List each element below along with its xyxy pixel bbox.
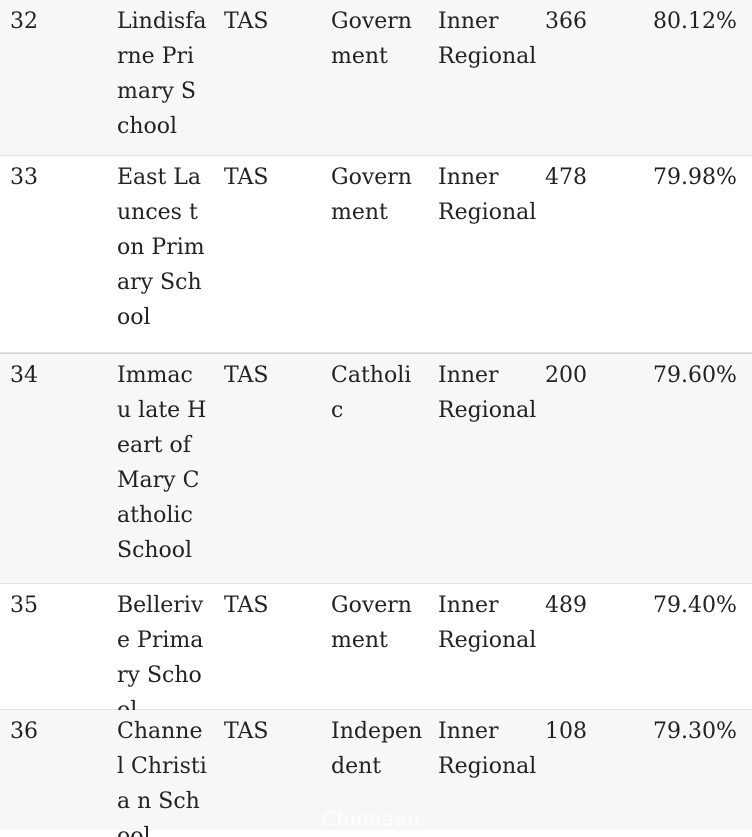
sector-cell: Govern ment <box>331 165 412 225</box>
enrolments-cell: 478 <box>545 165 587 190</box>
state-cell: TAS <box>224 593 269 618</box>
enrolments-cell: 366 <box>545 9 587 34</box>
state-cell: TAS <box>224 9 269 34</box>
rank-cell: 35 <box>10 593 38 618</box>
table-row: 34 Immacu late Heart of Mary Catholic Sc… <box>0 353 752 584</box>
rank-cell: 32 <box>10 9 38 34</box>
location-cell: Inner Regional <box>438 593 537 653</box>
sector-cell: Govern ment <box>331 593 412 653</box>
location-cell: Inner Regional <box>438 363 537 423</box>
enrolments-cell: 200 <box>545 363 587 388</box>
school-name-cell: Bellerive Primary School <box>117 593 204 723</box>
table-row: 32 Lindisfa rne Primary School TAS Gover… <box>0 0 752 156</box>
score-cell: 79.60% <box>653 363 737 388</box>
rank-cell: 36 <box>10 719 38 744</box>
state-cell: TAS <box>224 719 269 744</box>
sector-cell: Govern ment <box>331 9 412 69</box>
score-cell: 79.40% <box>653 593 737 618</box>
enrolments-cell: 108 <box>545 719 587 744</box>
state-cell: TAS <box>224 363 269 388</box>
table-row: 36 Channel Christia n School TAS Indepen… <box>0 710 752 837</box>
score-cell: 80.12% <box>653 9 737 34</box>
state-cell: TAS <box>224 165 269 190</box>
score-cell: 79.30% <box>653 719 737 744</box>
school-name-cell: Channel Christia n School <box>117 719 207 837</box>
rank-cell: 34 <box>10 363 38 388</box>
table-row: 33 East Launces ton Primary School TAS G… <box>0 156 752 353</box>
school-name-cell: Lindisfa rne Primary School <box>117 9 207 139</box>
location-cell: Inner Regional <box>438 165 537 225</box>
school-name-cell: Immacu late Heart of Mary Catholic Schoo… <box>117 363 207 563</box>
sector-cell: Indepen dent <box>331 719 423 779</box>
location-cell: Inner Regional <box>438 719 537 779</box>
location-cell: Inner Regional <box>438 9 537 69</box>
score-cell: 79.98% <box>653 165 737 190</box>
table-row: 35 Bellerive Primary School TAS Govern m… <box>0 584 752 723</box>
school-name-cell: East Launces ton Primary School <box>117 165 205 330</box>
sector-cell: Catholic <box>331 363 412 423</box>
rank-cell: 33 <box>10 165 38 190</box>
enrolments-cell: 489 <box>545 593 587 618</box>
